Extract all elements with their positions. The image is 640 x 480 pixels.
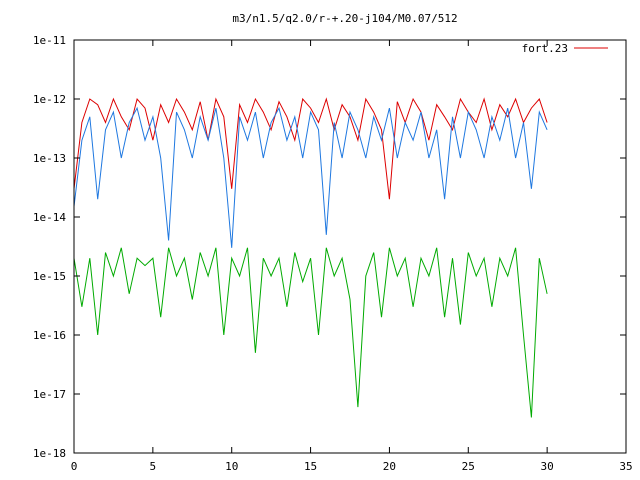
y-tick-label: 1e-12 (33, 93, 66, 106)
series-layer (73, 97, 548, 418)
x-tick-label: 10 (225, 460, 238, 473)
y-tick-label: 1e-17 (33, 388, 66, 401)
x-tick-label: 35 (619, 460, 632, 473)
x-tick-label: 15 (304, 460, 317, 473)
legend: fort.23 (522, 42, 608, 55)
y-tick-label: 1e-13 (33, 152, 66, 165)
y-tick-label: 1e-14 (33, 211, 66, 224)
axes-layer: 0 5 10 15 20 25 30 35 1e-11 1e-12 1e-13 1e-14 1e-15 1… (33, 34, 633, 473)
x-tick-label: 5 (150, 460, 157, 473)
x-tick-label: 0 (71, 460, 78, 473)
chart-title: m3/n1.5/q2.0/r-+.20-j104/M0.07/512 (232, 12, 457, 25)
y-tick-label: 1e-11 (33, 34, 66, 47)
legend-label: fort.23 (522, 42, 568, 55)
series-line-3 (73, 247, 548, 418)
y-tick-label: 1e-16 (33, 329, 66, 342)
series-line-2 (73, 106, 548, 248)
x-tick-label: 20 (383, 460, 396, 473)
y-tick-label: 1e-15 (33, 270, 66, 283)
x-tick-label: 30 (541, 460, 554, 473)
y-tick-label: 1e-18 (33, 447, 66, 460)
x-tick-label: 25 (462, 460, 475, 473)
plot-frame (73, 39, 627, 454)
